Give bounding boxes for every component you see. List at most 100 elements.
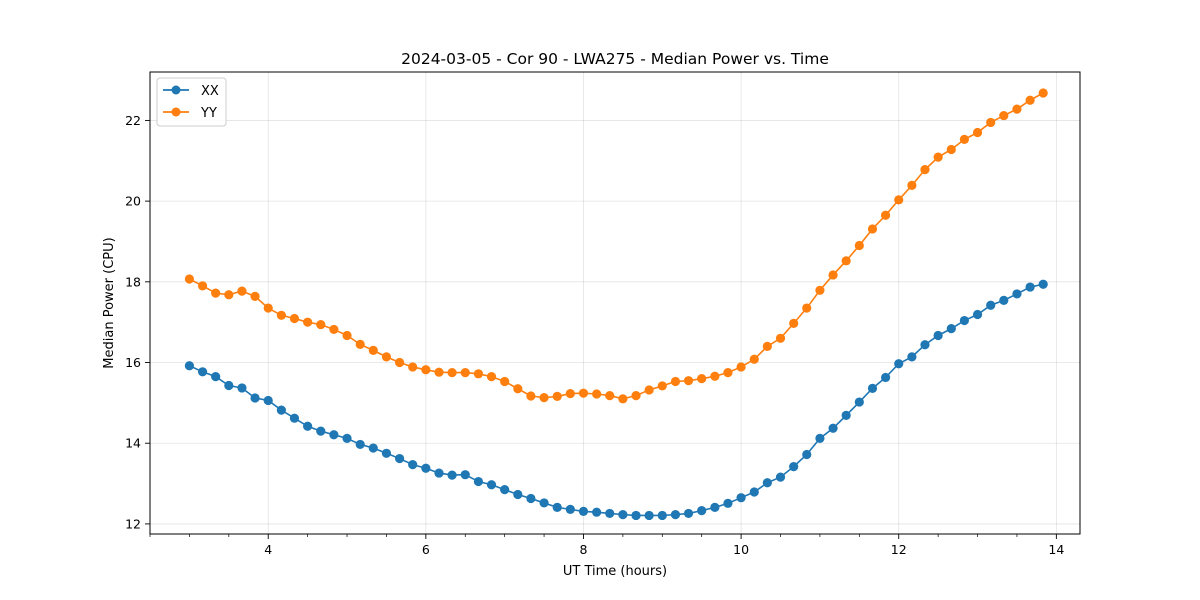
data-point-xx: [329, 430, 339, 440]
data-point-xx: [697, 505, 707, 516]
data-point-yy: [460, 368, 470, 378]
data-point-xx: [986, 300, 996, 310]
data-point-xx: [460, 470, 470, 480]
data-point-xx: [933, 330, 943, 341]
data-point-xx: [657, 510, 667, 521]
data-point-xx: [749, 487, 759, 497]
data-point-yy: [408, 362, 418, 372]
data-point-xx: [303, 421, 313, 431]
data-point-yy: [1012, 104, 1022, 114]
data-point-yy: [184, 274, 195, 284]
data-point-yy: [434, 367, 444, 377]
data-point-yy: [670, 376, 681, 387]
data-point-xx: [513, 489, 523, 500]
legend: XX YY: [156, 77, 227, 127]
data-point-xx: [723, 498, 733, 508]
legend-label-yy: YY: [200, 106, 217, 121]
data-point-xx: [224, 380, 234, 391]
data-point-xx: [289, 413, 300, 423]
data-point-xx: [434, 468, 444, 478]
data-point-yy: [802, 303, 812, 313]
data-point-yy: [552, 391, 562, 402]
data-point-xx: [802, 449, 812, 460]
data-point-yy: [986, 117, 996, 128]
data-point-yy: [959, 134, 969, 144]
data-point-xx: [237, 383, 247, 393]
data-point-xx: [368, 443, 378, 453]
data-point-yy: [736, 362, 746, 372]
data-point-yy: [513, 384, 523, 394]
series-layer: [184, 88, 1048, 521]
data-point-xx: [683, 508, 694, 519]
data-point-yy: [644, 385, 654, 395]
data-point-xx: [421, 463, 431, 473]
data-point-yy: [395, 357, 405, 368]
series-xx: [184, 279, 1048, 521]
data-point-yy: [1025, 95, 1035, 105]
data-point-yy: [710, 371, 720, 381]
data-point-xx: [880, 372, 891, 383]
data-point-xx: [710, 502, 720, 512]
x-tick-label: 6: [422, 542, 430, 557]
data-point-xx: [894, 359, 904, 369]
data-point-yy: [565, 388, 575, 399]
x-tick-label: 4: [264, 542, 272, 557]
data-point-xx: [605, 508, 615, 519]
data-point-yy: [473, 369, 484, 379]
data-point-xx: [539, 498, 549, 508]
data-point-xx: [854, 397, 864, 407]
data-point-xx: [907, 352, 917, 362]
data-point-yy: [867, 224, 878, 234]
data-point-yy: [289, 313, 300, 324]
data-point-xx: [211, 372, 221, 382]
data-point-yy: [421, 365, 431, 375]
data-point-yy: [854, 240, 864, 251]
data-point-xx: [578, 506, 589, 517]
x-tick-label: 8: [579, 542, 587, 557]
axis-ticks: 4 6 8 10 12 14 12 14 16 18 20 22: [125, 113, 1064, 557]
y-tick-label: 16: [125, 355, 141, 370]
data-point-yy: [972, 127, 983, 138]
series-yy: [184, 88, 1048, 404]
data-point-yy: [828, 270, 838, 280]
data-point-yy: [368, 345, 378, 356]
plot-frame: [149, 71, 1081, 535]
data-point-yy: [578, 388, 589, 398]
legend-marker-yy: [171, 107, 181, 117]
y-tick-label: 12: [125, 516, 141, 531]
data-point-xx: [355, 439, 365, 450]
data-point-yy: [907, 180, 917, 190]
data-point-yy: [592, 389, 602, 399]
data-point-xx: [972, 309, 983, 320]
data-point-yy: [316, 319, 326, 330]
y-axis-label: Median Power (CPU): [102, 237, 117, 368]
data-point-yy: [329, 324, 339, 335]
x-tick-label: 10: [733, 542, 749, 557]
legend-marker-xx: [171, 85, 181, 95]
data-point-yy: [197, 281, 208, 291]
data-point-yy: [815, 285, 825, 295]
data-point-xx: [1025, 282, 1035, 292]
data-point-xx: [486, 480, 497, 490]
data-point-xx: [959, 315, 969, 326]
data-point-xx: [1038, 279, 1048, 289]
data-point-yy: [789, 318, 799, 328]
data-point-yy: [920, 165, 930, 175]
data-point-yy: [539, 393, 549, 403]
data-point-xx: [447, 470, 457, 480]
data-point-xx: [670, 510, 681, 520]
data-point-yy: [276, 310, 286, 320]
series-line-xx: [189, 283, 1044, 517]
data-point-xx: [946, 324, 956, 334]
data-point-xx: [815, 433, 825, 443]
data-point-xx: [775, 472, 786, 482]
data-point-xx: [828, 423, 838, 433]
legend-label-xx: XX: [201, 84, 219, 99]
y-tick-label: 18: [125, 274, 141, 289]
data-point-xx: [184, 361, 195, 371]
data-point-yy: [447, 368, 457, 378]
data-point-xx: [408, 459, 418, 470]
data-point-xx: [999, 295, 1009, 305]
data-point-xx: [263, 395, 273, 406]
